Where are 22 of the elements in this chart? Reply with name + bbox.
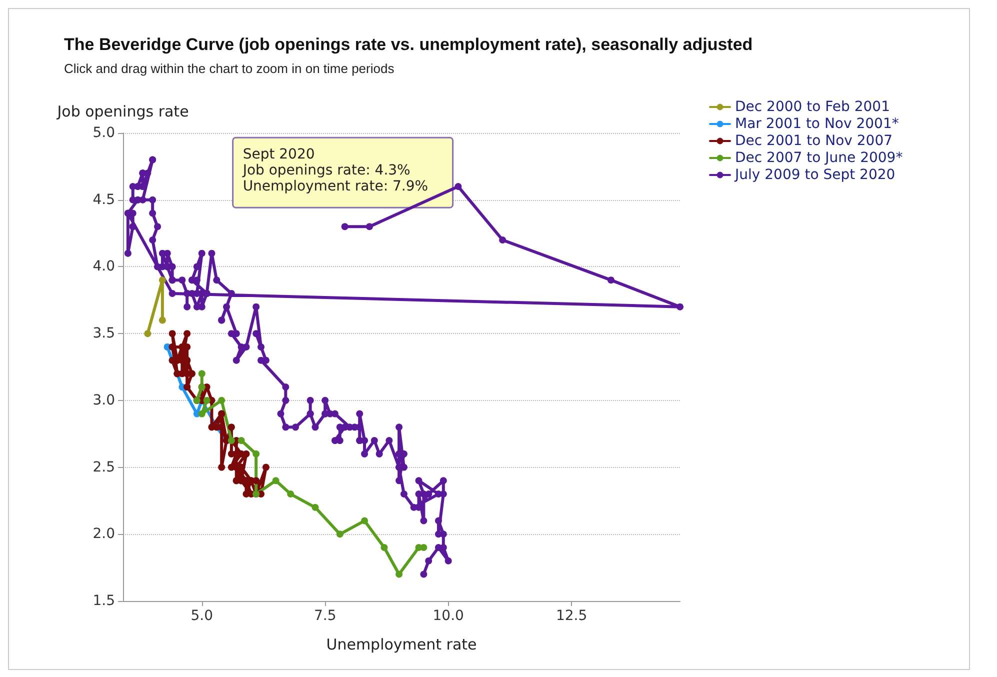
legend-label: Dec 2007 to June 2009*	[735, 150, 903, 166]
x-axis-title: Unemployment rate	[326, 636, 477, 654]
legend-label: Dec 2000 to Feb 2001	[735, 99, 890, 115]
y-tick-label: 2.0	[92, 526, 115, 542]
legend-label: Mar 2001 to Nov 2001*	[735, 116, 899, 132]
y-axis-title: Job openings rate	[56, 102, 189, 120]
x-tick-label: 7.5	[314, 608, 336, 624]
y-tick-label: 3.0	[92, 392, 115, 408]
y-tick-label: 3.5	[92, 326, 115, 342]
y-tick-label: 1.5	[92, 593, 115, 609]
y-tick-label: 2.5	[92, 459, 115, 476]
x-tick-label: 10.0	[432, 608, 464, 624]
x-tick-label: 12.5	[556, 608, 588, 624]
chart-title: The Beveridge Curve (job openings rate vs. unemployment rate), seasonally adjusted	[64, 35, 753, 54]
annotation: Sept 2020 Job openings rate: 4.3% Unemployment rate: 7.9%	[242, 146, 428, 195]
legend-label: July 2009 to Sept 2020	[734, 167, 896, 183]
legend-label: Dec 2001 to Nov 2007	[735, 133, 893, 149]
chart-subtitle: Click and drag within the chart to zoom in on time periods	[64, 61, 395, 76]
y-tick-label: 5.0	[92, 125, 115, 141]
y-tick-label: 4.0	[92, 258, 115, 275]
x-tick-label: 5.0	[190, 608, 213, 624]
y-tick-label: 4.5	[92, 192, 115, 208]
